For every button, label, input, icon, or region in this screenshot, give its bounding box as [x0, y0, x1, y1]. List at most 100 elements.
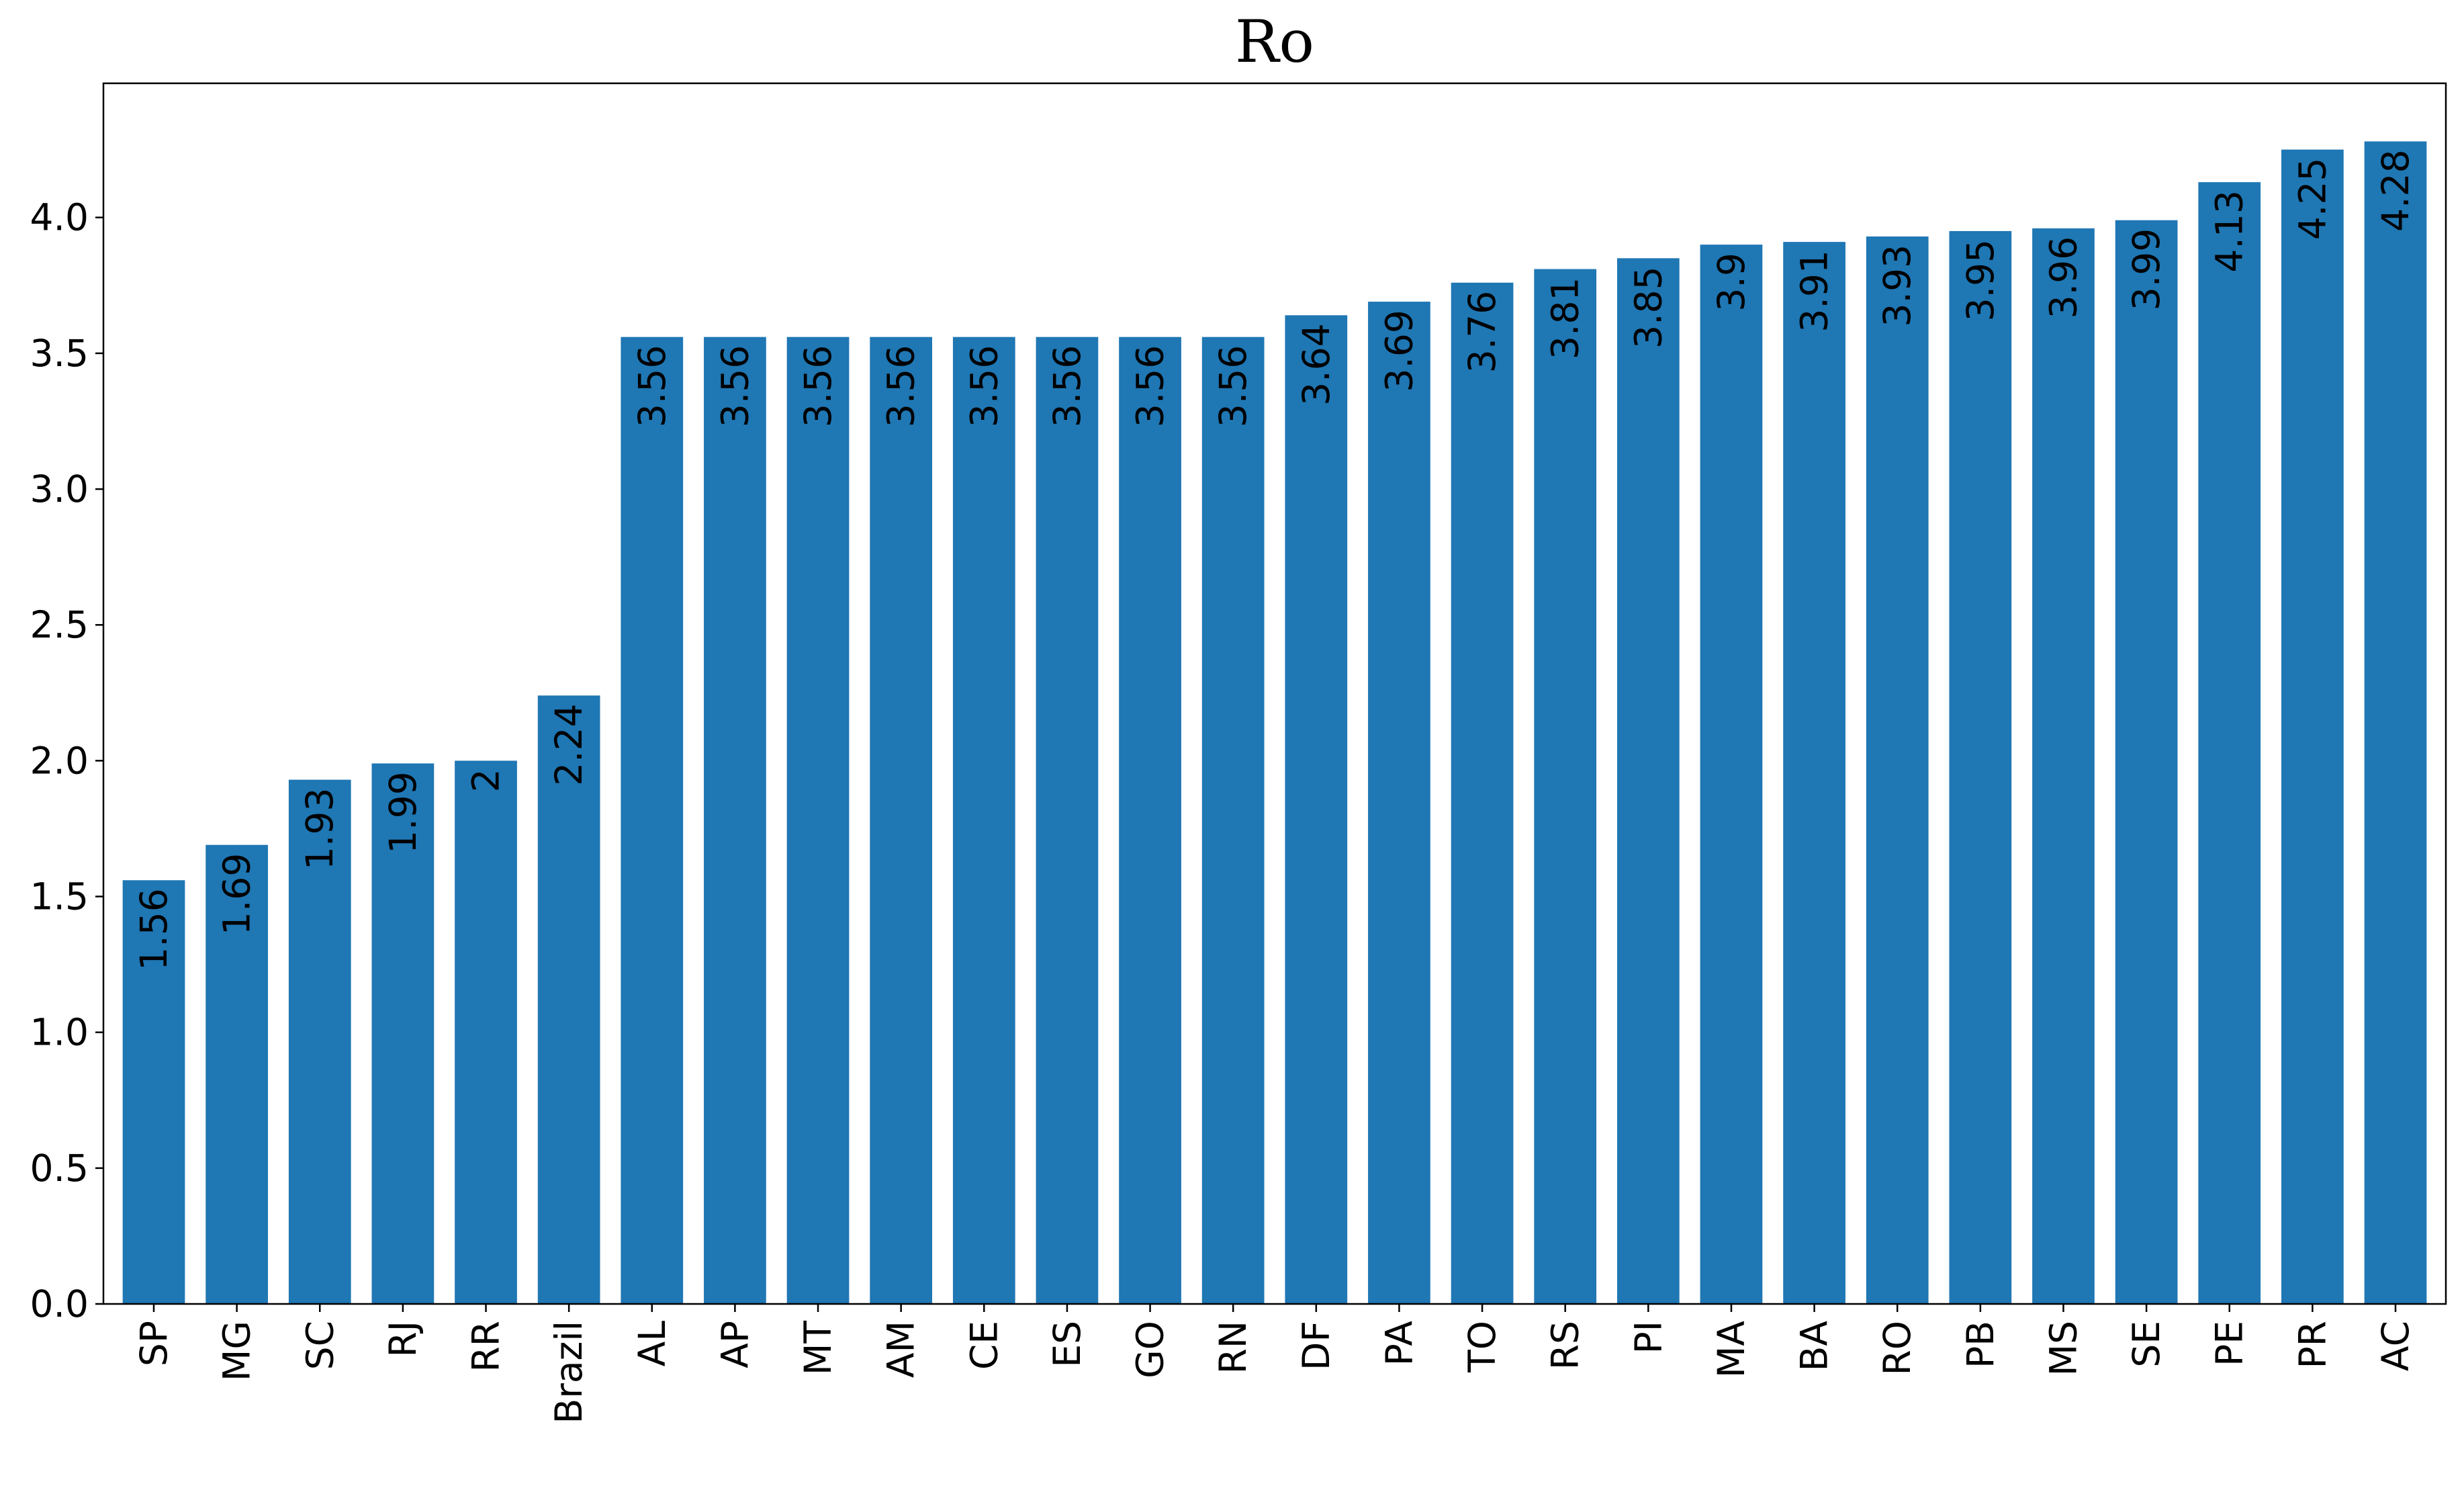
x-tick-label: RJ — [381, 1321, 424, 1357]
bar-value-label: 1.99 — [381, 771, 424, 853]
bar-ac — [2364, 141, 2427, 1304]
x-tick-label: MA — [1710, 1321, 1753, 1378]
x-tick-label: DF — [1295, 1321, 1338, 1370]
x-tick-label: MS — [2042, 1321, 2085, 1376]
bar-rr — [455, 760, 517, 1304]
x-tick-label: AP — [713, 1321, 756, 1368]
bar-pe — [2198, 182, 2261, 1304]
bar-ro — [1866, 236, 1929, 1304]
bars-group — [122, 141, 2427, 1305]
bar-pb — [1949, 230, 2012, 1305]
bar-go — [1119, 337, 1181, 1304]
bar-rn — [1201, 337, 1265, 1304]
y-tick-label: 0.5 — [30, 1147, 89, 1190]
bar-ba — [1783, 242, 1845, 1304]
x-tick-label: CE — [962, 1321, 1005, 1370]
y-tick-label: 1.5 — [30, 875, 89, 918]
chart-title: Ro — [1235, 7, 1314, 76]
bar-ap — [704, 337, 766, 1304]
bar-ce — [952, 337, 1015, 1304]
bar-value-label: 3.96 — [2042, 236, 2085, 318]
bar-value-label: 3.93 — [1876, 245, 1919, 326]
bar-value-label: 3.56 — [796, 345, 839, 427]
bar-value-label: 2 — [465, 769, 508, 792]
x-tick-label: AM — [880, 1321, 923, 1378]
y-tick-label: 2.5 — [30, 603, 89, 646]
data-labels-group: 1.56 1.69 1.93 1.99 2 2.24 3.56 3.56 3.56 3.56 3.5… — [132, 150, 2417, 971]
bar-mt — [786, 337, 850, 1304]
x-tick-label: ES — [1046, 1321, 1089, 1368]
x-tick-label: PI — [1627, 1321, 1670, 1354]
bar-value-label: 4.28 — [2374, 150, 2417, 232]
x-tick-label: GO — [1129, 1321, 1172, 1378]
bar-value-label: 3.69 — [1377, 310, 1420, 392]
x-tick-label: SP — [132, 1321, 175, 1366]
bar-rs — [1534, 269, 1597, 1304]
x-tick-label: AC — [2374, 1321, 2417, 1371]
bar-value-label: 3.91 — [1793, 250, 1836, 332]
x-tick-label: RO — [1876, 1321, 1919, 1376]
x-tick-label: TO — [1461, 1321, 1504, 1373]
x-tick-label: PE — [2208, 1321, 2251, 1366]
bar-value-label: 3.56 — [880, 345, 923, 427]
bar-value-label: 2.24 — [547, 703, 590, 785]
x-tick-label: PR — [2291, 1321, 2334, 1368]
y-tick-label: 1.0 — [30, 1011, 89, 1054]
bar-value-label: 3.56 — [713, 345, 756, 427]
x-axis: SP MG SC RJ RR Brazil AL AP MT AM CE ES GO RN DF PA TO RS… — [132, 1304, 2417, 1424]
bar-am — [870, 337, 933, 1304]
bar-sp — [122, 880, 185, 1304]
x-tick-label: MG — [216, 1321, 259, 1381]
bar-rj — [371, 763, 435, 1304]
bar-value-label: 1.69 — [216, 853, 259, 935]
x-tick-label: RR — [465, 1321, 508, 1372]
bar-value-label: 4.13 — [2208, 190, 2251, 272]
bar-pa — [1368, 302, 1430, 1304]
bar-brazil — [537, 695, 600, 1304]
x-tick-label: MT — [796, 1321, 839, 1375]
bar-value-label: 3.9 — [1710, 253, 1753, 311]
y-tick-label: 4.0 — [30, 196, 89, 239]
bar-sc — [288, 779, 351, 1304]
bar-es — [1036, 337, 1099, 1304]
y-tick-label: 3.5 — [30, 332, 89, 375]
x-tick-label: RN — [1212, 1321, 1254, 1374]
bar-value-label: 1.93 — [298, 788, 341, 870]
bar-al — [621, 337, 684, 1304]
x-tick-label: PA — [1377, 1321, 1420, 1366]
bar-value-label: 3.56 — [1212, 345, 1254, 427]
x-tick-label: AL — [631, 1321, 674, 1367]
bar-mg — [206, 844, 268, 1304]
bar-value-label: 3.64 — [1295, 323, 1338, 405]
bar-value-label: 3.99 — [2125, 228, 2168, 310]
x-tick-label: Brazil — [547, 1321, 590, 1424]
bar-to — [1451, 282, 1514, 1304]
bar-pr — [2281, 149, 2344, 1304]
bar-pi — [1616, 258, 1680, 1304]
x-tick-label: BA — [1793, 1321, 1836, 1372]
x-tick-label: RS — [1544, 1321, 1587, 1370]
bar-value-label: 3.76 — [1461, 291, 1504, 373]
bar-value-label: 3.56 — [1129, 345, 1172, 427]
bar-ms — [2032, 228, 2095, 1304]
bar-value-label: 3.85 — [1627, 266, 1670, 348]
y-tick-label: 3.0 — [30, 468, 89, 511]
x-tick-label: PB — [1959, 1321, 2002, 1368]
bar-value-label: 3.56 — [1046, 345, 1089, 427]
bar-value-label: 3.81 — [1544, 277, 1587, 359]
x-tick-label: SC — [298, 1321, 341, 1370]
y-axis: 0.0 0.5 1.0 1.5 2.0 2.5 3.0 3.5 4.0 — [30, 196, 103, 1325]
x-tick-label: SE — [2125, 1321, 2168, 1368]
bar-value-label: 1.56 — [132, 888, 175, 970]
plot-frame — [102, 82, 2447, 1305]
y-tick-label: 2.0 — [30, 739, 89, 782]
bar-ma — [1700, 245, 1763, 1304]
y-tick-label: 0.0 — [30, 1282, 89, 1325]
bar-se — [2115, 220, 2178, 1304]
bar-value-label: 3.95 — [1959, 239, 2002, 321]
bar-value-label: 3.56 — [962, 345, 1005, 427]
bar-value-label: 4.25 — [2291, 158, 2334, 240]
bar-df — [1285, 315, 1348, 1304]
bar-value-label: 3.56 — [631, 345, 674, 427]
